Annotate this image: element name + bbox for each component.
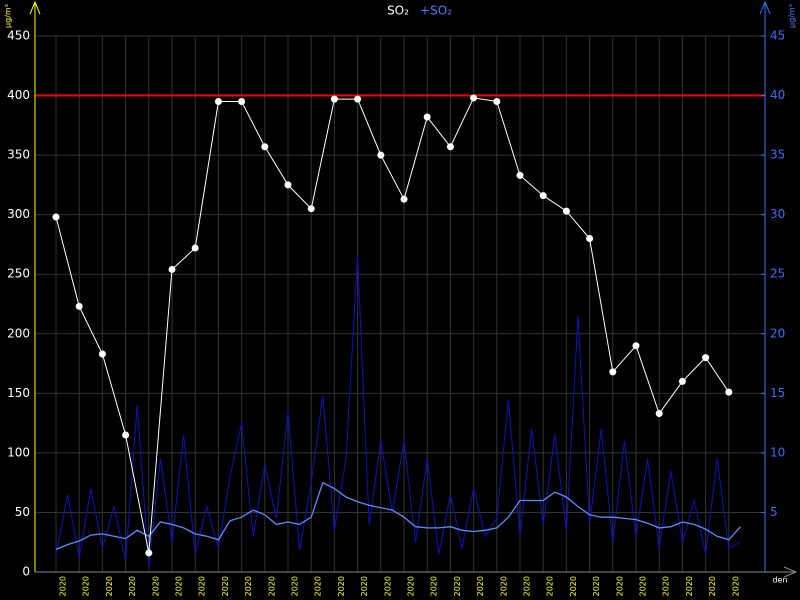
y2-unit: µg/m³ bbox=[788, 4, 797, 28]
x-tick-label: 15.4. 2020 bbox=[291, 576, 300, 600]
y2-tick-label: 10 bbox=[770, 445, 785, 459]
point bbox=[238, 98, 246, 106]
point bbox=[122, 431, 130, 439]
y2-tick-label: 40 bbox=[770, 88, 785, 102]
chart-title: SO₂ bbox=[387, 4, 409, 18]
y-tick-label: 450 bbox=[7, 29, 30, 43]
point bbox=[678, 377, 686, 385]
y-tick-label: 350 bbox=[7, 148, 30, 162]
x-tick-label: 17.4. 2020 bbox=[337, 576, 346, 600]
point bbox=[702, 354, 710, 362]
x-tick-label: 2.5. 2020 bbox=[685, 576, 694, 600]
y-tick-label: 300 bbox=[7, 207, 30, 221]
point bbox=[400, 195, 408, 203]
x-tick-label: 23.4. 2020 bbox=[476, 576, 485, 600]
y2-tick-label: 25 bbox=[770, 267, 785, 281]
x-tick-label: 11.4. 2020 bbox=[198, 576, 207, 600]
point bbox=[655, 410, 663, 418]
x-tick-label: 28.4. 2020 bbox=[592, 576, 601, 600]
point bbox=[145, 549, 153, 557]
point bbox=[98, 350, 106, 358]
y-tick-label: 250 bbox=[7, 267, 30, 281]
y-tick-label: 100 bbox=[7, 445, 30, 459]
x-tick-label: 1.5. 2020 bbox=[662, 576, 671, 600]
y-tick-label: 200 bbox=[7, 326, 30, 340]
y-tick-label: 50 bbox=[15, 505, 30, 519]
y2-tick-label: 5 bbox=[770, 505, 778, 519]
point bbox=[52, 213, 60, 221]
point bbox=[168, 265, 176, 273]
y-tick-label: 0 bbox=[22, 565, 30, 579]
point bbox=[377, 151, 385, 159]
x-axis-arrow bbox=[783, 566, 798, 578]
y-axis-arrow bbox=[29, 0, 41, 15]
x-tick-label: 14.4. 2020 bbox=[267, 576, 276, 600]
point bbox=[516, 171, 524, 179]
y2-tick-label: 20 bbox=[770, 326, 785, 340]
x-tick-label: 16.4. 2020 bbox=[314, 576, 323, 600]
point bbox=[609, 368, 617, 376]
x-tick-label: 20.4. 2020 bbox=[407, 576, 416, 600]
x-tick-label: 6.4. 2020 bbox=[82, 576, 91, 600]
point bbox=[586, 234, 594, 242]
chart-title-2: +SO₂ bbox=[420, 4, 452, 18]
axes bbox=[29, 0, 798, 578]
x-tick-label: 4.5. 2020 bbox=[731, 576, 740, 600]
point bbox=[191, 244, 199, 252]
y2-tick-label: 35 bbox=[770, 148, 785, 162]
point bbox=[354, 95, 362, 103]
x-tick-label: 27.4. 2020 bbox=[569, 576, 578, 600]
x-axis-label: den bbox=[772, 576, 787, 585]
x-tick-label: 7.4. 2020 bbox=[105, 576, 114, 600]
point bbox=[214, 98, 222, 106]
x-tick-label: 25.4. 2020 bbox=[523, 576, 532, 600]
point bbox=[725, 388, 733, 396]
x-tick-label: 8.4. 2020 bbox=[128, 576, 137, 600]
point bbox=[446, 143, 454, 151]
point bbox=[261, 143, 269, 151]
y2-tick-label: 45 bbox=[770, 29, 785, 43]
point bbox=[423, 113, 431, 121]
x-tick-label: 21.4. 2020 bbox=[430, 576, 439, 600]
x-tick-label: 30.4. 2020 bbox=[639, 576, 648, 600]
marks bbox=[35, 94, 765, 567]
x-tick-label: 13.4. 2020 bbox=[244, 576, 253, 600]
series-line bbox=[55, 481, 741, 551]
x-tick-label: 12.4. 2020 bbox=[221, 576, 230, 600]
x-tick-label: 18.4. 2020 bbox=[360, 576, 369, 600]
point bbox=[330, 95, 338, 103]
grid bbox=[35, 35, 765, 573]
point bbox=[539, 192, 547, 200]
y2-tick-label: 30 bbox=[770, 207, 785, 221]
point bbox=[75, 302, 83, 310]
point bbox=[470, 94, 478, 102]
y2-tick-label: 15 bbox=[770, 386, 785, 400]
y-unit: µg/m³ bbox=[4, 4, 13, 28]
x-tick-label: 24.4. 2020 bbox=[499, 576, 508, 600]
x-tick-label: 9.4. 2020 bbox=[151, 576, 160, 600]
series-line bbox=[55, 97, 730, 553]
point bbox=[284, 181, 292, 189]
x-tick-label: 26.4. 2020 bbox=[546, 576, 555, 600]
y-tick-label: 150 bbox=[7, 386, 30, 400]
point bbox=[632, 342, 640, 350]
y-tick-label: 400 bbox=[7, 88, 30, 102]
x-tick-label: 10.4. 2020 bbox=[175, 576, 184, 600]
x-tick-label: 3.5. 2020 bbox=[708, 576, 717, 600]
x-tick-label: 19.4. 2020 bbox=[383, 576, 392, 600]
point bbox=[562, 207, 570, 215]
x-tick-label: 22.4. 2020 bbox=[453, 576, 462, 600]
series-line bbox=[55, 256, 741, 567]
point bbox=[307, 205, 315, 213]
x-tick-label: 5.4. 2020 bbox=[59, 576, 68, 600]
point bbox=[493, 98, 501, 106]
x-tick-label: 29.4. 2020 bbox=[615, 576, 624, 600]
y2-axis-arrow bbox=[759, 0, 771, 15]
